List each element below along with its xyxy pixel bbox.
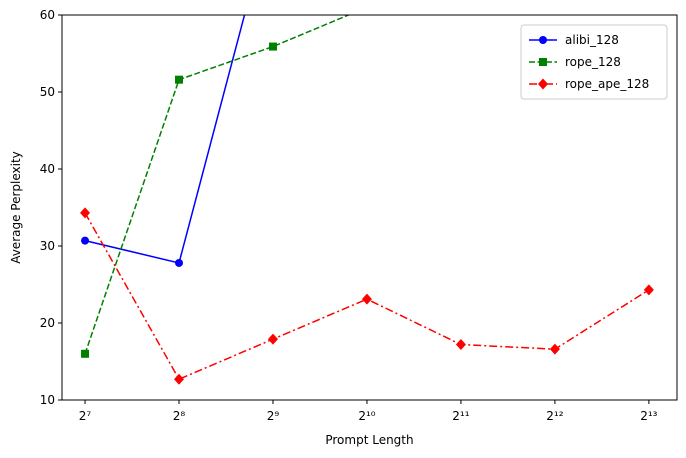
legend-label: alibi_128 (565, 33, 619, 47)
x-tick-label: 2¹³ (640, 409, 657, 423)
marker (81, 236, 90, 245)
x-tick-label: 2¹⁰ (358, 409, 375, 423)
x-tick-label: 2¹² (546, 409, 563, 423)
y-axis-label: Average Perplexity (9, 151, 23, 264)
x-tick-label: 2⁸ (173, 409, 186, 423)
y-tick-label: 10 (40, 393, 55, 407)
y-tick-label: 20 (40, 316, 55, 330)
marker (363, 3, 371, 11)
x-tick-label: 2⁹ (267, 409, 280, 423)
plot-frame (61, 14, 678, 401)
marker (80, 207, 91, 219)
x-axis-label: Prompt Length (325, 433, 413, 447)
marker (455, 339, 466, 351)
y-tick-label: 60 (40, 8, 55, 22)
marker (539, 58, 547, 66)
marker (175, 75, 184, 84)
legend-box (520, 24, 668, 100)
legend-label: rope_ape_128 (565, 77, 649, 91)
series-line (84, 15, 246, 264)
marker (539, 36, 547, 44)
marker (175, 258, 184, 267)
marker (361, 293, 372, 305)
marker (81, 349, 90, 358)
x-tick-label: 2⁷ (79, 409, 92, 423)
marker (174, 373, 185, 385)
x-tick-label: 2¹¹ (452, 409, 469, 423)
marker (538, 78, 548, 90)
marker (267, 333, 278, 345)
y-tick-label: 40 (40, 162, 55, 176)
marker (643, 284, 654, 296)
marker (268, 42, 277, 51)
marker (549, 343, 560, 355)
legend-label: rope_128 (565, 55, 621, 69)
y-tick-label: 50 (40, 85, 55, 99)
series-line (84, 15, 351, 355)
y-tick-label: 30 (40, 239, 55, 253)
